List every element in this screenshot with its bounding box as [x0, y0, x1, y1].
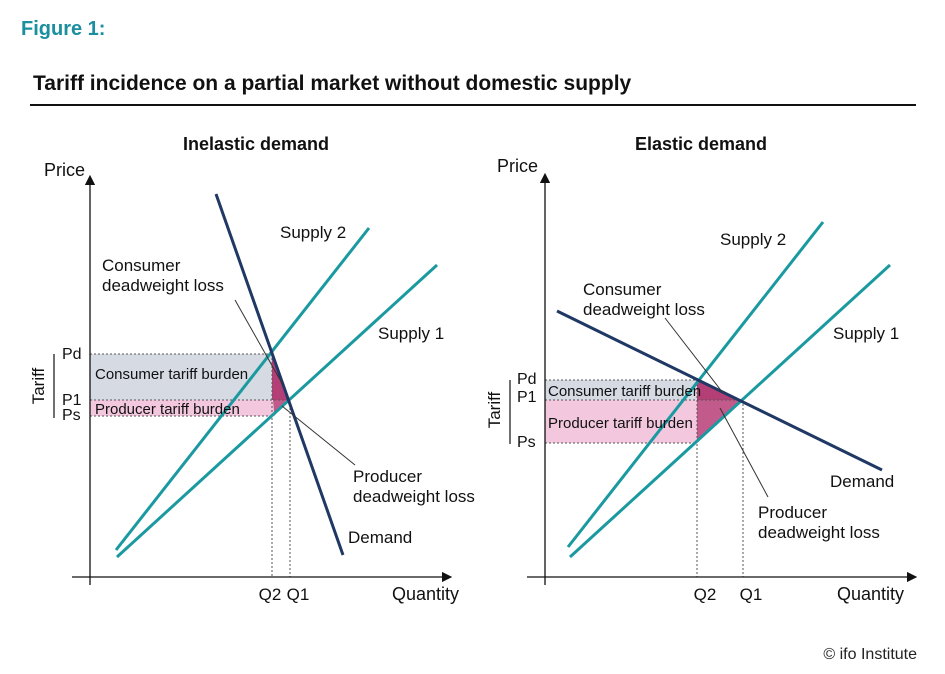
supply-1-line — [115, 263, 439, 559]
consumer-deadweight-leader — [234, 299, 284, 386]
x-axis-label: Quantity — [392, 584, 459, 604]
copyright-notice: © ifo Institute — [823, 646, 917, 663]
producer-tariff-burden-area — [545, 400, 697, 443]
series-label-supply-1: Supply 1 — [378, 324, 444, 343]
consumer-deadweight-label: Consumer deadweight loss — [102, 256, 224, 295]
tariff-label: Tariff — [485, 391, 504, 428]
title-divider — [30, 104, 916, 106]
consumer-deadweight-line-1: Consumer — [583, 280, 662, 299]
series-label-supply-1: Supply 1 — [833, 324, 899, 343]
producer-deadweight-line-1: Producer — [758, 503, 827, 522]
consumer-deadweight-leader — [664, 317, 724, 394]
y-axis-label: Price — [497, 156, 538, 176]
price-tick-ps: Ps — [62, 407, 81, 424]
demand-line — [556, 309, 883, 472]
quantity-tick-q1: Q1 — [740, 585, 763, 604]
chart-title: Inelastic demand — [183, 134, 329, 154]
consumer-burden-label: Consumer tariff burden — [548, 383, 701, 400]
producer-deadweight-line-2: deadweight loss — [758, 523, 880, 542]
consumer-deadweight-line-1: Consumer — [102, 256, 181, 275]
producer-burden-label: Producer tariff burden — [95, 401, 240, 418]
x-axis-label: Quantity — [837, 584, 904, 604]
supply-2-line — [566, 221, 825, 548]
chart-inelastic: Inelastic demand Price Quantity Pd P1 Ps… — [29, 134, 475, 604]
consumer-tariff-burden-area — [545, 380, 697, 400]
price-tick-pd: Pd — [62, 346, 82, 363]
price-tick-ps: Ps — [517, 434, 536, 451]
consumer-deadweight-line-2: deadweight loss — [102, 276, 224, 295]
quantity-tick-q1: Q1 — [287, 585, 310, 604]
supply-1-line — [568, 263, 892, 559]
quantity-tick-q2: Q2 — [259, 585, 282, 604]
producer-tariff-burden-area — [90, 400, 273, 416]
guide-lines — [545, 379, 744, 577]
demand-line — [214, 193, 345, 556]
producer-burden-label: Producer tariff burden — [548, 415, 693, 432]
consumer-burden-label: Consumer tariff burden — [95, 366, 248, 383]
figure-title: Tariff incidence on a partial market wit… — [33, 72, 632, 95]
series-label-demand: Demand — [348, 528, 412, 547]
chart-title: Elastic demand — [635, 134, 767, 154]
guide-lines — [90, 353, 291, 577]
y-axis-label: Price — [44, 160, 85, 180]
tariff-label: Tariff — [29, 367, 48, 404]
supply-2-line — [114, 227, 371, 551]
producer-deadweight-leader — [719, 407, 769, 498]
producer-deadweight-line-2: deadweight loss — [353, 487, 475, 506]
producer-deadweight-line-1: Producer — [353, 467, 422, 486]
price-tick-p1: P1 — [62, 392, 82, 409]
producer-deadweight-label: Producer deadweight loss — [758, 503, 880, 542]
price-tick-p1: P1 — [517, 389, 537, 406]
series-label-demand: Demand — [830, 472, 894, 491]
series-label-supply-2: Supply 2 — [720, 230, 786, 249]
price-tick-pd: Pd — [517, 371, 537, 388]
consumer-deadweight-label: Consumer deadweight loss — [583, 280, 705, 319]
chart-elastic: Elastic demand Price Quantity Pd P1 Ps Q… — [485, 134, 918, 604]
quantity-tick-q2: Q2 — [694, 585, 717, 604]
series-label-supply-2: Supply 2 — [280, 223, 346, 242]
consumer-deadweight-line-2: deadweight loss — [583, 300, 705, 319]
producer-deadweight-leader — [281, 405, 356, 466]
figure-label: Figure 1: — [21, 18, 106, 40]
producer-deadweight-label: Producer deadweight loss — [353, 467, 475, 506]
